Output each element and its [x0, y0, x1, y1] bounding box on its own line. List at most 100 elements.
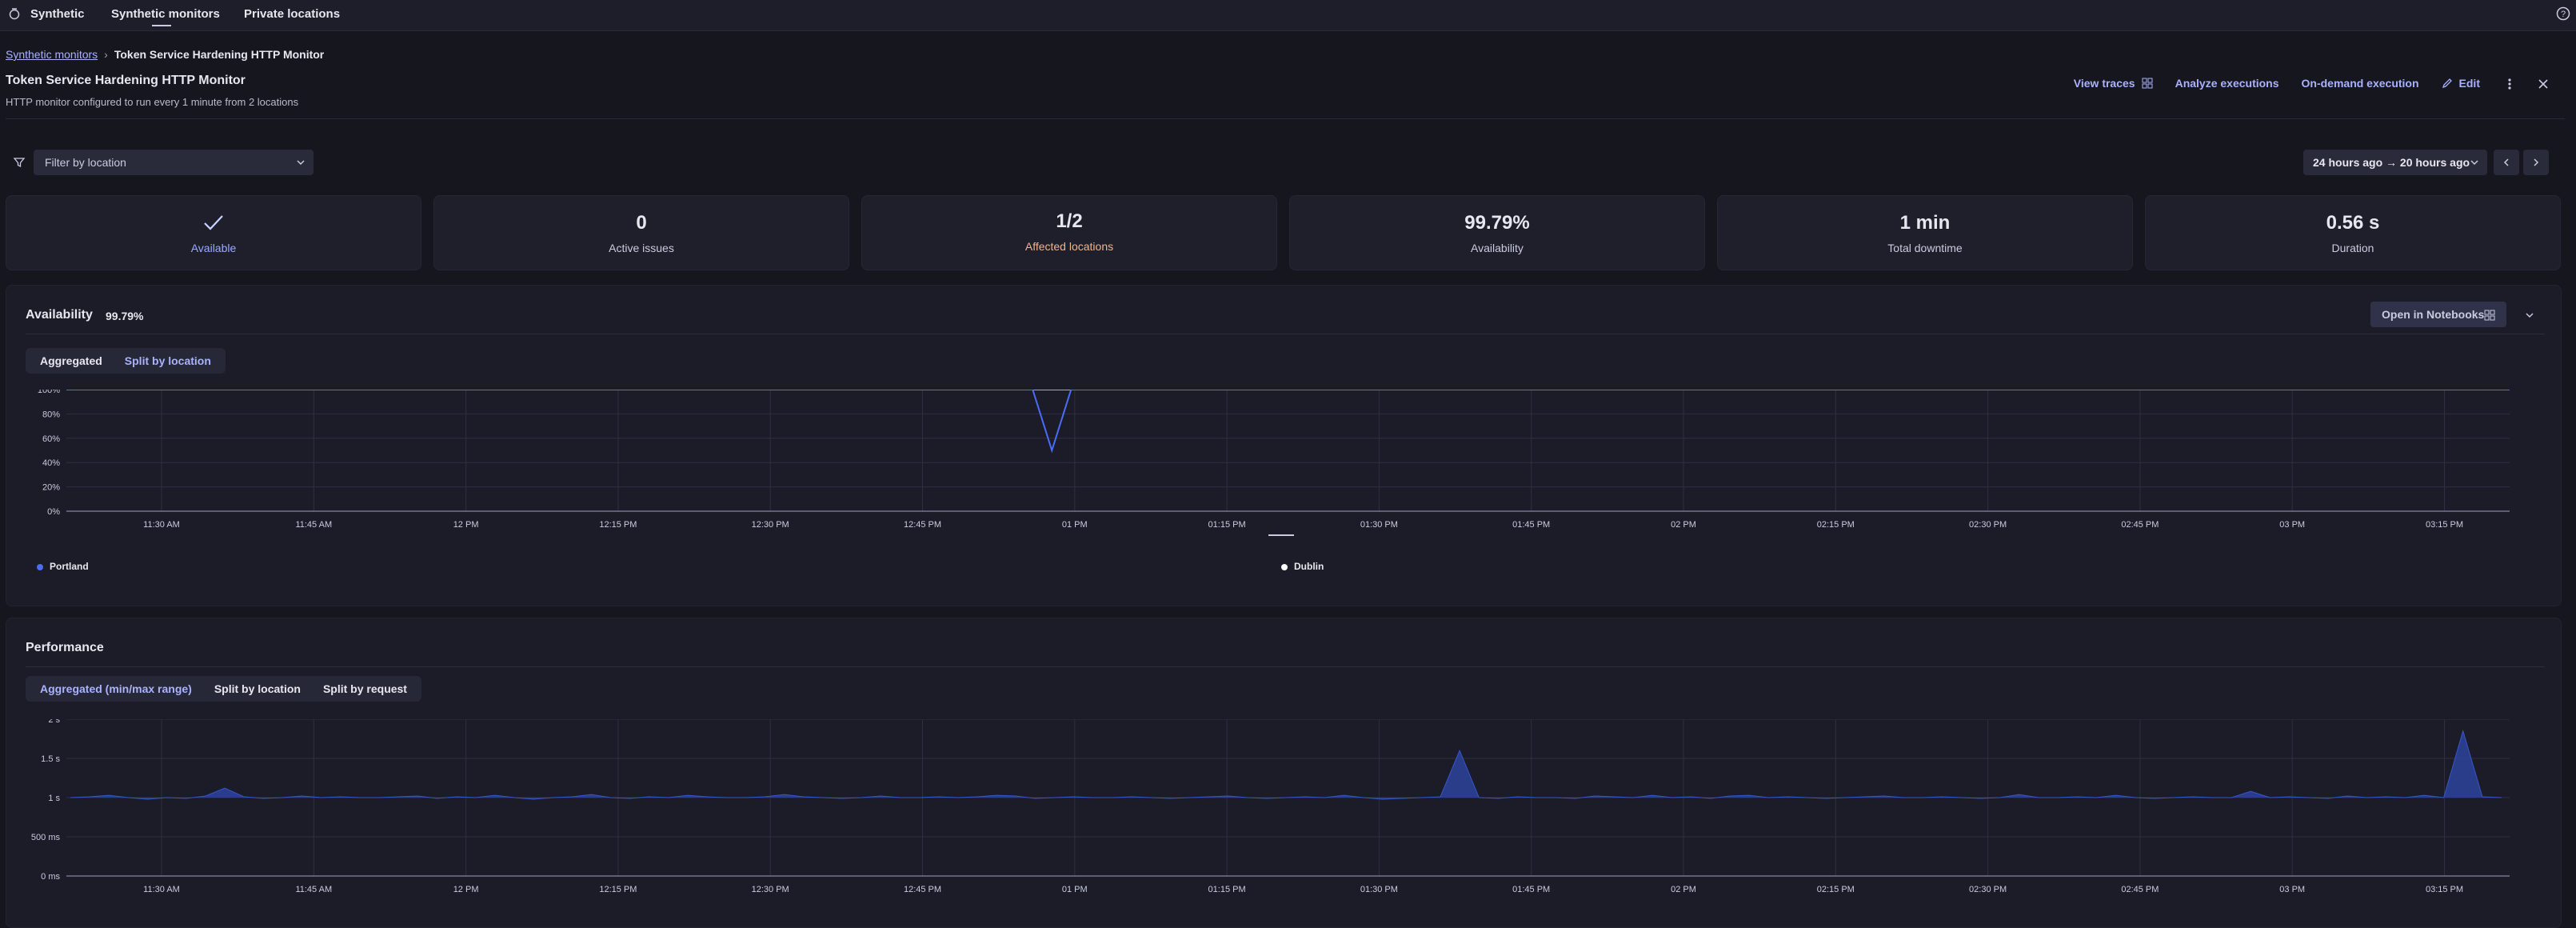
tile-affected-locations: 1/2 Affected locations: [861, 195, 1277, 270]
x-tick-label: 12:45 PM: [904, 520, 941, 530]
timeframe-selector[interactable]: 24 hours ago → 20 hours ago: [2303, 150, 2487, 175]
x-tick-label: 03 PM: [2279, 520, 2305, 530]
legend-label: Portland: [50, 561, 89, 572]
y-tick-label: 2 s: [48, 719, 60, 725]
y-tick-label: 40%: [42, 458, 60, 468]
x-tick-label: 12 PM: [453, 520, 479, 530]
view-traces-button[interactable]: View traces: [2074, 77, 2153, 90]
availability-title: Availability: [26, 308, 93, 322]
legend-dot: [37, 563, 43, 570]
legend-dot: [1281, 563, 1288, 570]
x-tick-label: 02:45 PM: [2121, 885, 2159, 894]
open-in-notebooks-label: Open in Notebooks: [2382, 308, 2485, 321]
x-tick-label: 01:30 PM: [1360, 885, 1398, 894]
chevron-down-icon: [297, 160, 305, 166]
location-filter-select[interactable]: Filter by location: [34, 150, 314, 175]
x-tick-label: 11:45 AM: [295, 885, 332, 894]
x-tick-label: 02 PM: [1671, 520, 1696, 530]
analyze-executions-button[interactable]: Analyze executions: [2175, 77, 2279, 90]
tile-value: 99.79%: [1464, 212, 1530, 234]
open-in-notebooks-button[interactable]: Open in Notebooks: [2370, 302, 2506, 327]
tab-aggregated-min-max[interactable]: Aggregated (min/max range): [40, 682, 192, 695]
chevron-right-icon: ›: [104, 48, 108, 61]
legend-label: Dublin: [1294, 561, 1324, 572]
header-actions: View traces Analyze executions On-demand…: [2074, 77, 2480, 90]
breadcrumb-root-link[interactable]: Synthetic monitors: [6, 48, 98, 61]
synthetic-app-icon: [9, 8, 20, 20]
chevron-left-icon: [2503, 158, 2509, 166]
active-tab-indicator: [152, 25, 171, 26]
breadcrumb: Synthetic monitors › Token Service Hardeni…: [6, 48, 324, 61]
grid-apps-icon: [2142, 78, 2153, 89]
app-name[interactable]: Synthetic: [30, 7, 85, 21]
previous-timeframe-button[interactable]: [2494, 150, 2519, 175]
x-tick-label: 01 PM: [1062, 520, 1088, 530]
y-tick-label: 100%: [38, 390, 60, 395]
series-line-portland: [66, 390, 2510, 454]
tile-total-downtime: 1 min Total downtime: [1717, 195, 2133, 270]
timeframe-label: 24 hours ago → 20 hours ago: [2313, 156, 2470, 169]
x-tick-label: 12:15 PM: [599, 520, 637, 530]
y-tick-label: 20%: [42, 483, 60, 493]
tab-synthetic-monitors[interactable]: Synthetic monitors: [111, 7, 220, 21]
edit-label: Edit: [2458, 77, 2480, 90]
performance-chart: 2 s 1.5 s 1 s 500 ms 0 ms 11:30 AM 11:45 AM 12 …: [31, 719, 2510, 894]
chevron-down-icon: [2470, 160, 2478, 166]
on-demand-execution-button[interactable]: On-demand execution: [2301, 77, 2419, 90]
y-tick-label: 1 s: [48, 794, 60, 803]
more-options-icon[interactable]: [2502, 76, 2518, 92]
tile-active-issues: 0 Active issues: [433, 195, 849, 270]
pencil-icon: [2442, 78, 2452, 89]
svg-text:?: ?: [2561, 10, 2566, 19]
y-tick-label: 60%: [42, 434, 60, 444]
x-tick-label: 11:45 AM: [295, 520, 332, 530]
performance-view-toggle: Aggregated (min/max range) Split by loca…: [26, 676, 421, 702]
x-tick-label: 02:15 PM: [1817, 520, 1855, 530]
tile-value: 1/2: [1056, 210, 1083, 232]
x-tick-label: 01 PM: [1062, 885, 1088, 894]
edit-button[interactable]: Edit: [2442, 77, 2480, 90]
top-bar: Synthetic Synthetic monitors Private loc…: [0, 0, 2576, 31]
availability-view-toggle: Aggregated Split by location: [26, 348, 226, 374]
panel-divider: [26, 666, 2545, 667]
tile-value: 0: [636, 212, 647, 234]
tab-aggregated[interactable]: Aggregated: [40, 354, 102, 367]
x-tick-label: 12:15 PM: [599, 885, 637, 894]
availability-chart: 100% 80% 60% 40% 20% 0% 11:30 AM 11:45 AM 12 PM 1…: [38, 390, 2510, 536]
tab-private-locations[interactable]: Private locations: [244, 7, 341, 21]
x-tick-label: 03:15 PM: [2426, 520, 2463, 530]
y-tick-label: 0 ms: [41, 872, 60, 882]
chevron-down-icon[interactable]: [2524, 310, 2535, 321]
availability-value: 99.79%: [106, 310, 144, 322]
close-icon[interactable]: [2535, 76, 2551, 92]
legend-item-portland[interactable]: Portland: [37, 561, 89, 572]
breadcrumb-current: Token Service Hardening HTTP Monitor: [114, 48, 325, 61]
next-timeframe-button[interactable]: [2523, 150, 2549, 175]
tile-label: Affected locations: [1024, 240, 1114, 253]
x-tick-label: 03 PM: [2279, 885, 2305, 894]
tab-split-by-request[interactable]: Split by request: [322, 682, 407, 695]
location-filter-placeholder: Filter by location: [45, 156, 126, 169]
x-tick-label: 02:15 PM: [1817, 885, 1855, 894]
tile-label: Availability: [1471, 242, 1524, 254]
tab-split-by-location[interactable]: Split by location: [214, 682, 301, 695]
x-tick-label: 01:45 PM: [1512, 520, 1550, 530]
kpi-tiles: Available 0 Active issues 1/2 Affected l…: [6, 195, 2561, 270]
tile-status: Available: [6, 195, 421, 270]
page-subtitle: HTTP monitor configured to run every 1 m…: [6, 96, 299, 108]
x-tick-label: 02:30 PM: [1969, 885, 2007, 894]
help-icon[interactable]: ?: [2556, 6, 2570, 21]
x-tick-label: 02 PM: [1671, 885, 1696, 894]
header-divider: [6, 118, 2565, 119]
tile-duration: 0.56 s Duration: [2145, 195, 2561, 270]
tab-split-by-location[interactable]: Split by location: [124, 354, 211, 367]
x-tick-label: 11:30 AM: [143, 520, 180, 530]
x-tick-label: 03:15 PM: [2426, 885, 2463, 894]
page-title: Token Service Hardening HTTP Monitor: [6, 74, 246, 87]
tile-label: Total downtime: [1887, 242, 1963, 254]
y-tick-label: 1.5 s: [41, 754, 60, 764]
legend-item-dublin[interactable]: Dublin: [1281, 561, 1324, 572]
performance-title: Performance: [26, 641, 104, 654]
check-icon: [204, 215, 223, 230]
x-tick-label: 02:45 PM: [2121, 520, 2159, 530]
